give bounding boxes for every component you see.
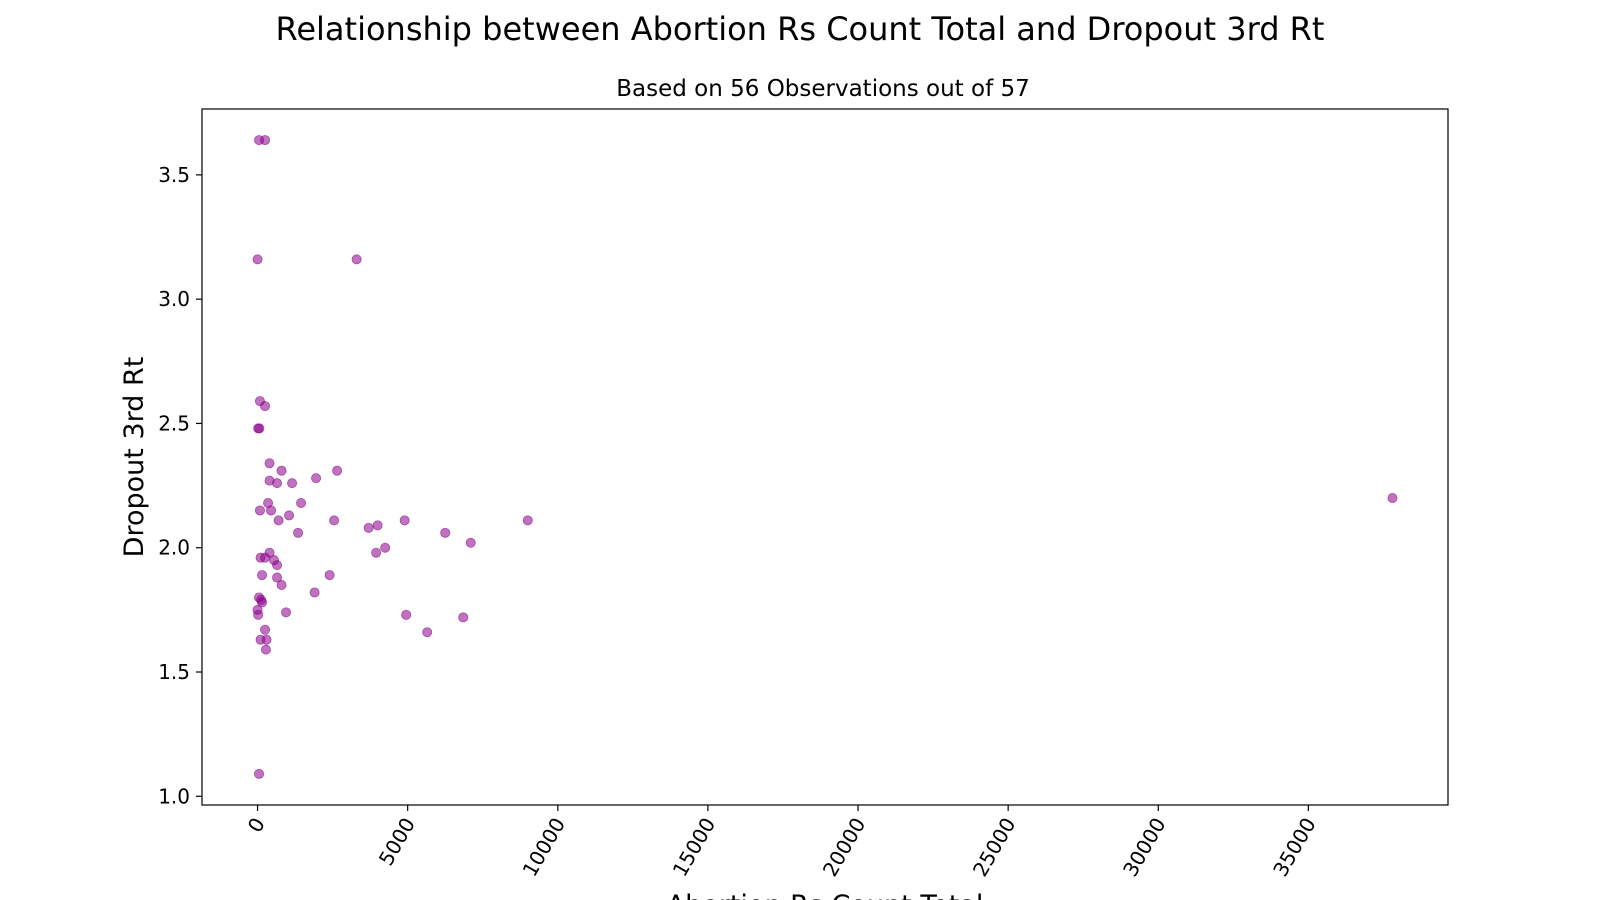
data-point (1387, 493, 1398, 504)
chart-title: Relationship between Abortion Rs Count T… (275, 10, 1325, 48)
data-point (276, 465, 287, 476)
x-tick-label: 20000 (818, 814, 871, 881)
data-point (458, 612, 469, 623)
data-point (276, 580, 287, 591)
data-point (311, 473, 322, 484)
data-point (257, 570, 268, 581)
data-point (273, 515, 284, 526)
data-point (266, 505, 277, 516)
data-point (399, 515, 410, 526)
data-point (332, 465, 343, 476)
data-point (324, 570, 335, 581)
data-point (329, 515, 340, 526)
data-point (260, 135, 271, 146)
data-point (440, 527, 451, 538)
y-tick-label: 3.5 (158, 163, 190, 187)
x-tick-label: 30000 (1118, 814, 1171, 881)
data-point (260, 401, 271, 412)
x-tick-label: 35000 (1268, 814, 1321, 881)
chart-subtitle: Based on 56 Observations out of 57 (616, 76, 1030, 102)
y-tick-label: 1.0 (158, 784, 190, 808)
data-point (401, 609, 412, 620)
data-point (257, 597, 268, 608)
data-point (422, 627, 433, 638)
data-point (380, 542, 391, 553)
data-point (252, 254, 263, 265)
y-axis-label: Dropout 3rd Rt (119, 357, 150, 558)
data-point (363, 522, 374, 533)
x-tick-label: 15000 (668, 814, 721, 881)
data-point (296, 497, 307, 508)
data-point (260, 624, 271, 635)
y-tick-label: 1.5 (158, 660, 190, 684)
points-layer (252, 135, 1398, 779)
data-point (253, 609, 264, 620)
data-point (260, 552, 271, 563)
data-point (287, 478, 298, 489)
plot-frame (201, 108, 1449, 806)
data-point (272, 572, 283, 583)
data-point (351, 254, 362, 265)
x-tick-label: 5000 (374, 814, 420, 870)
data-point (260, 644, 271, 655)
data-point (522, 515, 533, 526)
y-tick-label: 3.0 (158, 287, 190, 311)
data-point (272, 560, 283, 571)
data-point (372, 520, 383, 531)
data-point (281, 607, 292, 618)
x-axis: 0 5000 10000 15000 20000 25000 30000 35000 (243, 805, 1321, 881)
data-point (254, 505, 265, 516)
x-axis-label: Abortion Rs Count Total (667, 890, 984, 900)
data-point (254, 768, 265, 779)
data-point (254, 423, 265, 434)
data-point (272, 478, 283, 489)
y-axis: 1.0 1.5 2.0 2.5 3.0 3.5 (158, 163, 202, 808)
data-point (264, 458, 275, 469)
y-tick-label: 2.5 (158, 411, 190, 435)
data-point (465, 537, 476, 548)
data-point (293, 527, 304, 538)
data-point (284, 510, 295, 521)
x-tick-label: 0 (243, 814, 270, 837)
y-tick-label: 2.0 (158, 536, 190, 560)
data-point (261, 634, 272, 645)
x-tick-label: 10000 (518, 814, 571, 881)
data-point (371, 547, 382, 558)
x-tick-label: 25000 (968, 814, 1021, 881)
data-point (309, 587, 320, 598)
